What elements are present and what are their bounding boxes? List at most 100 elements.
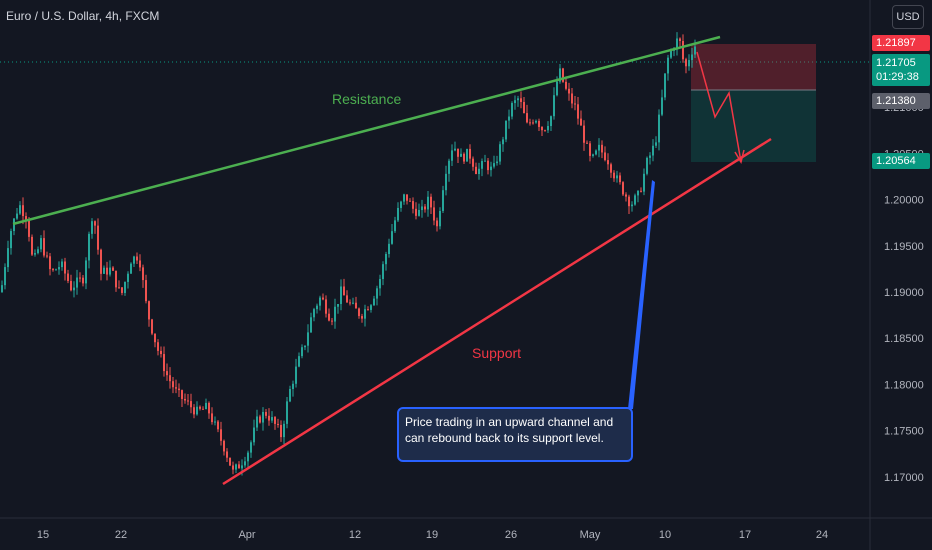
candle-body xyxy=(367,309,369,311)
candle-body xyxy=(103,267,105,274)
time-tick-label: 17 xyxy=(739,529,751,541)
symbol-title[interactable]: Euro / U.S. Dollar, 4h, FXCM xyxy=(6,9,160,23)
candle-body xyxy=(349,302,351,304)
candle-body xyxy=(220,429,222,441)
time-tick-label: 15 xyxy=(37,529,49,541)
bar-countdown: 01:29:38 xyxy=(876,71,919,83)
candle-body xyxy=(508,116,510,121)
candle-body xyxy=(670,50,672,58)
candle-body xyxy=(184,398,186,401)
candle-body xyxy=(610,164,612,173)
candle-body xyxy=(295,366,297,384)
candle-body xyxy=(370,305,372,310)
candle-body xyxy=(409,200,411,202)
candle-body xyxy=(40,238,42,250)
candle-body xyxy=(160,350,162,355)
candle-body xyxy=(268,415,270,421)
candle-body xyxy=(415,208,417,216)
time-axis[interactable]: 15 22 Apr 12 19 26 May 10 17 24 xyxy=(37,529,828,541)
candle-body xyxy=(85,260,87,284)
candle-body xyxy=(496,161,498,164)
candle-body xyxy=(163,354,165,372)
current-price-value: 1.21705 xyxy=(876,57,916,69)
candle-body xyxy=(433,207,435,221)
candle-body xyxy=(379,279,381,289)
candle-body xyxy=(691,54,693,61)
candle-body xyxy=(199,406,201,409)
candle-body xyxy=(472,158,474,167)
candle-body xyxy=(64,261,66,274)
candle-body xyxy=(88,233,90,261)
candle-body xyxy=(559,68,561,82)
candle-body xyxy=(355,302,357,309)
candle-body xyxy=(19,205,21,214)
candle-body xyxy=(121,287,123,293)
candle-body xyxy=(373,298,375,306)
candle-body xyxy=(649,155,651,158)
candle-body xyxy=(241,465,243,469)
candle-body xyxy=(622,182,624,195)
candle-body xyxy=(424,206,426,210)
candle-body xyxy=(58,267,60,270)
candle-body xyxy=(25,216,27,221)
candle-body xyxy=(109,267,111,275)
candle-body xyxy=(307,332,309,346)
candle-body xyxy=(289,388,291,402)
stop-loss-zone[interactable] xyxy=(691,44,816,90)
time-tick-label: 24 xyxy=(816,529,828,541)
candle-body xyxy=(196,406,198,415)
stop-price-tag: 1.21897 xyxy=(872,35,930,51)
candle-body xyxy=(406,194,408,201)
candle-body xyxy=(4,267,6,286)
candle-body xyxy=(571,93,573,104)
candle-body xyxy=(187,400,189,402)
candle-body xyxy=(595,150,597,155)
candle-body xyxy=(655,142,657,146)
candle-body xyxy=(550,116,552,127)
candle-body xyxy=(325,299,327,314)
candle-body xyxy=(568,88,570,94)
candle-body xyxy=(232,465,234,470)
candle-body xyxy=(544,130,546,132)
candle-body xyxy=(601,144,603,153)
candle-body xyxy=(31,236,33,255)
candle-body xyxy=(274,417,276,424)
resistance-line[interactable] xyxy=(12,35,721,226)
candle-body xyxy=(430,196,432,208)
candle-body xyxy=(502,139,504,145)
candle-body xyxy=(613,172,615,179)
candle-body xyxy=(547,126,549,131)
candle-body xyxy=(400,201,402,208)
candle-body xyxy=(133,256,135,264)
candle-body xyxy=(625,194,627,197)
candle-body xyxy=(694,46,696,55)
candle-body xyxy=(511,103,513,117)
price-tick-label: 1.20000 xyxy=(884,195,924,207)
candle-body xyxy=(346,295,348,303)
candle-body xyxy=(352,302,354,304)
currency-button[interactable]: USD xyxy=(892,5,924,29)
candle-body xyxy=(124,281,126,293)
candle-body xyxy=(466,148,468,162)
candle-body xyxy=(217,421,219,430)
price-tick-label: 1.19500 xyxy=(884,241,924,253)
candle-body xyxy=(250,442,252,453)
candle-body xyxy=(421,206,423,211)
candle-body xyxy=(598,144,600,151)
entry-price-tag: 1.21380 xyxy=(872,93,930,109)
candle-body xyxy=(514,100,516,104)
candle-body xyxy=(148,301,150,320)
callout-pointer xyxy=(628,180,655,409)
candle-body xyxy=(499,144,501,162)
candle-body xyxy=(73,287,75,291)
candle-body xyxy=(202,408,204,410)
candle-body xyxy=(403,194,405,202)
analysis-callout[interactable]: Price trading in an upward channel and c… xyxy=(397,407,633,462)
candle-body xyxy=(292,383,294,389)
candle-body xyxy=(619,175,621,183)
candle-body xyxy=(436,220,438,227)
candle-body xyxy=(442,190,444,211)
candle-body xyxy=(607,160,609,165)
support-line[interactable] xyxy=(222,137,772,486)
